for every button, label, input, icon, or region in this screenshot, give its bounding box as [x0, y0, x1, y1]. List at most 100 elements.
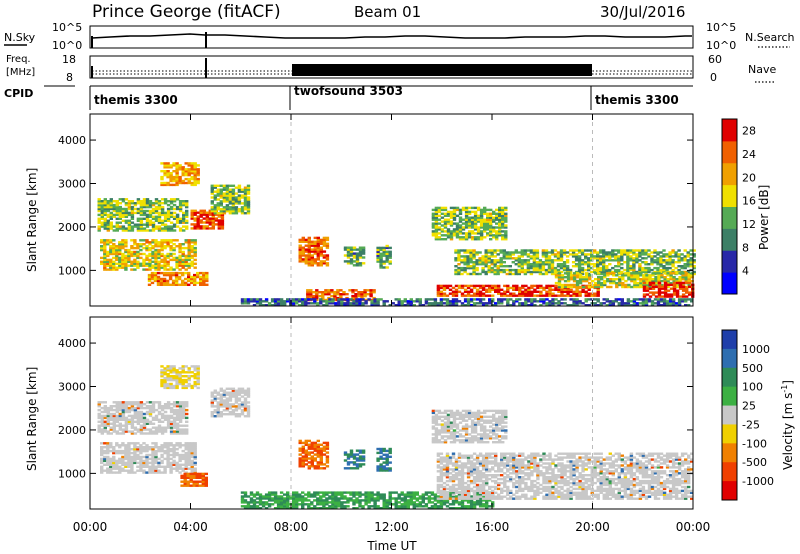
- power-cell: [190, 248, 194, 252]
- velocity-cell: [103, 422, 107, 425]
- power-cell: [181, 168, 185, 171]
- power-cell: [193, 223, 197, 226]
- power-cell: [150, 271, 155, 275]
- power-cell: [476, 238, 481, 241]
- power-cell: [234, 208, 239, 211]
- power-cell: [312, 296, 316, 300]
- velocity-cell: [184, 444, 188, 447]
- power-cell: [313, 252, 317, 255]
- power-cell: [500, 288, 504, 291]
- velocity-cell: [216, 397, 220, 400]
- power-cell: [358, 250, 363, 253]
- power-cell: [563, 288, 567, 291]
- power-cell: [213, 184, 217, 187]
- power-cell: [211, 223, 215, 226]
- power-cell: [481, 268, 485, 272]
- power-cell: [171, 283, 176, 286]
- power-cell: [298, 244, 302, 247]
- velocity-cell: [133, 432, 138, 435]
- power-cell: [608, 302, 612, 305]
- power-cell: [142, 260, 146, 263]
- power-cell: [461, 206, 466, 210]
- power-cell: [689, 261, 693, 264]
- power-cell: [690, 276, 694, 279]
- velocity-cell: [196, 378, 200, 382]
- power-cell: [560, 298, 564, 301]
- velocity-cell: [118, 412, 122, 416]
- power-cell: [313, 262, 317, 265]
- power-cell: [100, 248, 104, 252]
- power-cell: [508, 268, 512, 272]
- power-cell: [222, 196, 227, 199]
- power-cell: [577, 268, 582, 272]
- power-cell: [190, 245, 194, 248]
- power-cell: [593, 255, 597, 258]
- power-cell: [548, 286, 552, 290]
- power-cell: [490, 249, 494, 252]
- velocity-cell: [279, 507, 284, 510]
- power-cell: [187, 245, 191, 248]
- power-cell: [196, 219, 200, 222]
- power-cell: [488, 286, 492, 290]
- power-cell: [674, 270, 678, 274]
- power-cell: [560, 290, 564, 293]
- power-cell: [663, 272, 667, 275]
- power-cell: [243, 192, 248, 195]
- power-cell: [632, 251, 636, 254]
- power-cell: [225, 200, 230, 203]
- velocity-cell: [219, 405, 223, 408]
- power-cell: [539, 298, 543, 301]
- power-cell: [680, 298, 685, 301]
- power-cell: [683, 263, 687, 266]
- velocity-cell: [115, 442, 119, 445]
- velocity-cell: [169, 414, 174, 418]
- power-cell: [632, 257, 636, 260]
- power-cell: [683, 265, 687, 268]
- power-cell: [328, 300, 332, 303]
- power-cell: [168, 283, 173, 286]
- power-cell: [181, 283, 185, 286]
- power-cell: [575, 292, 579, 295]
- velocity-cell: [130, 414, 135, 418]
- velocity-cell: [142, 469, 146, 472]
- velocity-cell: [231, 391, 236, 394]
- power-cell: [660, 274, 664, 277]
- power-cell: [689, 265, 693, 268]
- power-cell: [190, 241, 194, 244]
- power-cell: [641, 270, 645, 274]
- power-cell: [187, 168, 191, 171]
- velocity-cell: [304, 459, 308, 462]
- power-cell: [580, 253, 585, 256]
- power-cell: [584, 292, 588, 295]
- power-cell: [178, 175, 182, 179]
- power-cell: [147, 273, 152, 277]
- power-cell: [388, 254, 392, 257]
- power-cell: [185, 219, 189, 222]
- velocity-cell: [193, 448, 197, 451]
- power-cell: [181, 181, 185, 185]
- power-cell: [202, 279, 206, 283]
- power-cell: [609, 272, 613, 275]
- power-cell: [103, 223, 107, 226]
- velocity-cell: [184, 448, 188, 451]
- power-cell: [118, 209, 122, 213]
- power-cell: [623, 268, 627, 272]
- power-cell: [139, 264, 143, 267]
- velocity-cell: [118, 451, 122, 455]
- power-cell: [560, 288, 564, 291]
- power-cell: [106, 209, 110, 213]
- power-cell: [190, 254, 194, 258]
- velocity-cell: [136, 453, 140, 457]
- power-cell: [103, 227, 107, 230]
- power-cell: [469, 253, 473, 256]
- velocity-cell: [118, 418, 122, 421]
- power-cell: [154, 248, 158, 252]
- power-cell: [363, 298, 367, 302]
- power-cell: [541, 265, 546, 268]
- power-cell: [103, 202, 107, 205]
- power-cell: [357, 291, 361, 294]
- power-cell: [187, 279, 191, 283]
- power-cell: [361, 256, 366, 259]
- velocity-cell: [160, 371, 164, 374]
- power-cell: [644, 270, 648, 274]
